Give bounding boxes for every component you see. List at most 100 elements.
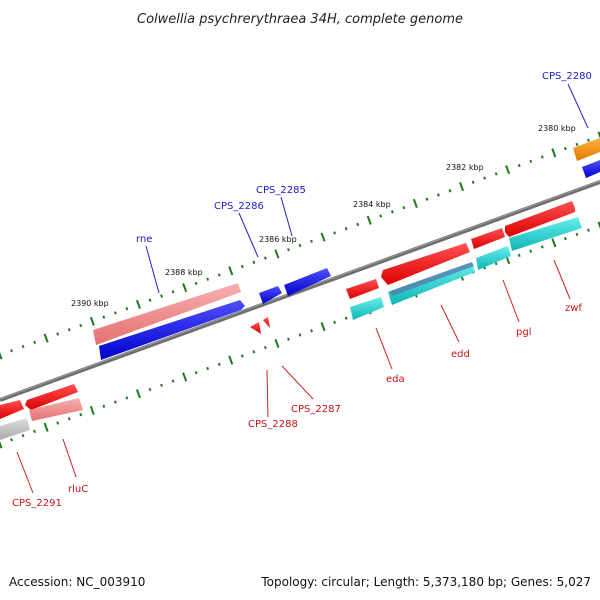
minor-tick [10, 349, 13, 353]
major-tick [182, 283, 188, 293]
minor-tick [356, 222, 360, 227]
major-tick [320, 322, 326, 332]
tick-labels: 2380 kbp 2382 kbp 2384 kbp 2386 kbp 2388… [71, 124, 576, 308]
minor-tick [540, 245, 544, 249]
feature-CPS_2291 [0, 418, 30, 440]
feature-pgl [476, 246, 511, 270]
gene-label-zwf: zwf [565, 303, 582, 314]
gene-label-CPS_2287: CPS_2287 [291, 404, 341, 415]
feature-red-3 [381, 243, 470, 285]
minor-tick [240, 354, 244, 358]
minor-tick [333, 320, 337, 325]
major-tick [182, 372, 188, 382]
minor-tick [587, 138, 590, 142]
tick-label: 2380 kbp [538, 124, 576, 133]
leader-line [266, 369, 269, 418]
tick-label: 2386 kbp [259, 235, 297, 244]
tick-label: 2384 kbp [353, 200, 391, 209]
major-tick [597, 131, 600, 139]
minor-tick [333, 231, 337, 235]
minor-tick [448, 189, 452, 193]
feature-CPS_2280 [582, 160, 600, 178]
minor-tick [287, 337, 290, 341]
minor-tick [33, 340, 37, 345]
minor-tick [79, 412, 83, 417]
minor-tick [529, 159, 533, 163]
minor-tick [575, 232, 579, 237]
gene-label-rne: rne [136, 234, 152, 245]
leader-line [62, 438, 77, 478]
minor-tick [194, 281, 198, 286]
minor-tick [379, 214, 383, 218]
major-tick [459, 181, 465, 192]
tick-label: 2388 kbp [165, 268, 203, 277]
minor-tick [540, 155, 544, 159]
major-tick [320, 232, 326, 242]
minor-tick [79, 323, 83, 328]
minor-tick [56, 421, 60, 425]
minor-tick [33, 429, 37, 434]
reverse-features [0, 217, 582, 440]
leader-line [502, 279, 520, 323]
feature-CPS_2287 [263, 317, 270, 328]
minor-tick [10, 438, 13, 442]
minor-tick [344, 226, 348, 231]
minor-tick [171, 290, 175, 294]
minor-tick [67, 417, 71, 421]
gene-label-edd: edd [451, 349, 470, 360]
major-tick [412, 198, 418, 208]
minor-tick [483, 176, 487, 180]
gene-label-rluC: rluC [68, 484, 88, 495]
feature-red-4 [346, 279, 379, 299]
minor-tick [517, 253, 521, 258]
major-tick [551, 148, 557, 158]
accession-label: Accession: NC_003910 [9, 575, 145, 589]
forward-features [0, 138, 600, 419]
minor-tick [252, 260, 256, 265]
leader-line [16, 451, 34, 494]
feature-red-left-2 [25, 384, 78, 410]
leader-line [145, 245, 160, 294]
minor-tick [563, 236, 567, 241]
minor-tick [310, 329, 313, 333]
major-tick [135, 389, 141, 399]
genome-backbone [0, 180, 600, 402]
minor-tick [587, 228, 590, 232]
tick-label: 2382 kbp [446, 163, 484, 172]
minor-tick [494, 172, 498, 176]
minor-tick [67, 328, 71, 332]
tick-label: 2390 kbp [71, 299, 109, 308]
minor-tick [563, 146, 567, 151]
gene-label-eda: eda [386, 374, 405, 385]
minor-tick [160, 383, 163, 387]
gene-label-CPS_2286: CPS_2286 [214, 201, 264, 212]
major-tick [597, 221, 600, 229]
major-tick [366, 215, 372, 225]
major-tick [89, 316, 95, 326]
minor-tick [263, 345, 267, 350]
feature-CPS_2288 [250, 322, 261, 334]
leader-line [553, 259, 571, 300]
minor-tick [390, 210, 394, 214]
major-tick [43, 333, 49, 343]
minor-tick [575, 142, 579, 147]
map-title: Colwellia psychrerythraea 34H, complete … [137, 12, 463, 27]
feature-orange [573, 138, 600, 161]
feature-edd-overlay [390, 262, 474, 296]
leader-line [567, 83, 589, 129]
feature-rluC [29, 398, 83, 421]
feature-red-2 [471, 228, 505, 249]
minor-tick [125, 396, 129, 400]
major-tick [135, 299, 141, 310]
leader-line [238, 212, 259, 258]
feature-zwf [509, 217, 582, 251]
feature-CPS_2286 [259, 286, 282, 304]
major-tick [274, 338, 280, 348]
major-tick [89, 405, 95, 416]
gene-label-CPS_2291: CPS_2291 [12, 498, 62, 509]
minor-tick [252, 350, 256, 354]
feature-eda [350, 297, 384, 320]
minor-tick [125, 307, 129, 311]
major-tick [274, 249, 280, 259]
